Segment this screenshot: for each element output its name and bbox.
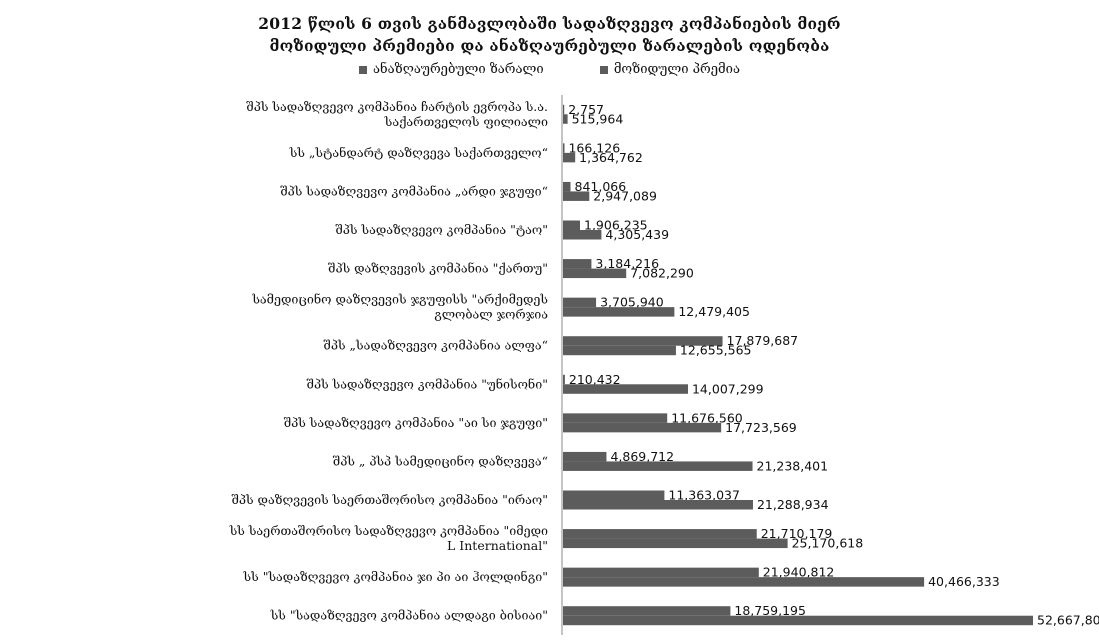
bar-claims xyxy=(563,490,665,500)
value-label-claims: 1,906,235 xyxy=(584,218,648,233)
value-label-claims: 11,676,560 xyxy=(671,410,743,425)
legend: ანაზღაურებული ზარალი მოზიდული პრემია xyxy=(0,62,1099,78)
bar-claims xyxy=(563,259,592,269)
value-label-premiums: 515,964 xyxy=(572,111,624,126)
value-label-premiums: 7,082,290 xyxy=(630,266,694,281)
category-label: შპს სადაზღვევო კომპანია "აი სი ჯგუფი" xyxy=(284,415,548,430)
value-label-premiums: 14,007,299 xyxy=(692,381,764,396)
category-label: სს "სადაზღვევო კომპანია ჯი პი აი ჰოლდინგ… xyxy=(243,569,548,584)
value-label-premiums: 21,288,934 xyxy=(757,497,829,512)
category-label: შპს დაზღვევის კომპანია "ქართუ" xyxy=(328,261,548,276)
value-label-claims: 841,066 xyxy=(575,179,627,194)
chart-title-line-1: 2012 წლის 6 თვის განმავლობაში სადაზღვევო… xyxy=(258,14,841,33)
legend-item-premiums: მოზიდული პრემია xyxy=(599,62,740,77)
value-label-claims: 18,759,195 xyxy=(734,603,806,618)
bar-claims xyxy=(563,451,607,462)
category-label: შპს „ პსპ სამედიცინო დაზღვევა“ xyxy=(333,453,548,468)
legend-item-claims: ანაზღაურებული ზარალი xyxy=(359,62,544,77)
bar-claims xyxy=(563,181,571,192)
bar-premiums xyxy=(563,500,753,510)
value-label-claims: 2,757 xyxy=(568,102,604,117)
value-label-premiums: 2,947,089 xyxy=(593,188,657,203)
bar-claims xyxy=(563,606,731,616)
bar-premiums xyxy=(563,345,676,356)
category-label: შპს სადაზღვევო კომპანია „არდი ჯგუფი“ xyxy=(280,183,548,198)
bar-claims xyxy=(563,143,565,153)
bar-claims xyxy=(563,297,597,308)
bar-claims xyxy=(563,104,565,115)
bar-premiums xyxy=(563,307,675,317)
value-label-premiums: 17,723,569 xyxy=(725,420,797,435)
value-label-premiums: 25,170,618 xyxy=(792,536,864,551)
value-label-premiums: 1,364,762 xyxy=(579,150,643,165)
bar-claims xyxy=(563,220,581,230)
value-label-premiums: 21,238,401 xyxy=(757,458,829,473)
value-label-premiums: 12,655,565 xyxy=(680,343,752,358)
bar-premiums xyxy=(563,191,590,201)
category-label: სს "სადაზღვევო კომპანია ალდაგი ბისიაი" xyxy=(270,608,548,623)
bar-claims xyxy=(563,529,757,539)
legend-swatch-claims xyxy=(359,65,367,74)
value-label-claims: 166,126 xyxy=(568,140,620,155)
value-label-claims: 21,940,812 xyxy=(763,565,835,580)
category-label: შპს სადაზღვევო კომპანია "ტაო" xyxy=(335,222,548,237)
bar-premiums xyxy=(563,422,722,433)
value-label-claims: 17,879,687 xyxy=(727,333,799,348)
value-label-claims: 11,363,037 xyxy=(668,488,740,503)
bar-premiums xyxy=(563,114,568,124)
bar-premiums xyxy=(563,230,602,240)
category-label: სამედიცინო დაზღვევის ჯგუფისს "არქიმედეს გ… xyxy=(251,292,548,322)
value-label-claims: 21,710,179 xyxy=(761,526,833,541)
bar-claims xyxy=(563,413,668,423)
bar-premiums xyxy=(563,461,753,471)
bar-premiums xyxy=(563,577,925,587)
bar-claims xyxy=(563,567,759,578)
bar-premiums xyxy=(563,615,1033,626)
value-label-claims: 3,705,940 xyxy=(600,295,664,310)
value-label-premiums: 12,479,405 xyxy=(678,304,750,319)
value-label-claims: 4,869,712 xyxy=(610,449,674,464)
category-label: შპს „სადაზღვევო კომპანია ალფა“ xyxy=(323,338,548,353)
category-label: შპს დაზღვევის საერთაშორისო კომპანია "ირა… xyxy=(231,492,548,507)
legend-label-premiums: მოზიდული პრემია xyxy=(613,62,740,77)
bar-claims xyxy=(563,336,723,346)
category-label: შპს სადაზღვევო კომპანია ჩარტის ევროპა ს.… xyxy=(246,99,548,129)
category-label: სს „სტანდარტ დაზღვევა საქართველო“ xyxy=(289,145,548,160)
value-label-premiums: 4,305,439 xyxy=(605,227,669,242)
category-label: შპს სადაზღვევო კომპანია "უნისონი" xyxy=(307,376,548,391)
value-label-premiums: 40,466,333 xyxy=(928,574,1000,589)
bar-premiums xyxy=(563,268,627,279)
bar-claims xyxy=(563,374,565,385)
bar-premiums xyxy=(563,538,788,549)
legend-swatch-premiums xyxy=(599,65,608,74)
value-label-claims: 3,184,216 xyxy=(595,256,659,271)
chart-title-line-2: მოზიდული პრემიები და ანაზღაურებული ზარალ… xyxy=(269,36,830,55)
legend-label-claims: ანაზღაურებული ზარალი xyxy=(373,62,544,77)
category-label: სს საერთაშორისო სადაზღვევო კომპანია "იმე… xyxy=(229,523,548,553)
bar-premiums xyxy=(563,152,576,163)
bar-premiums xyxy=(563,384,688,394)
value-label-claims: 210,432 xyxy=(569,372,621,387)
value-label-premiums: 52,667,805 xyxy=(1037,613,1099,628)
